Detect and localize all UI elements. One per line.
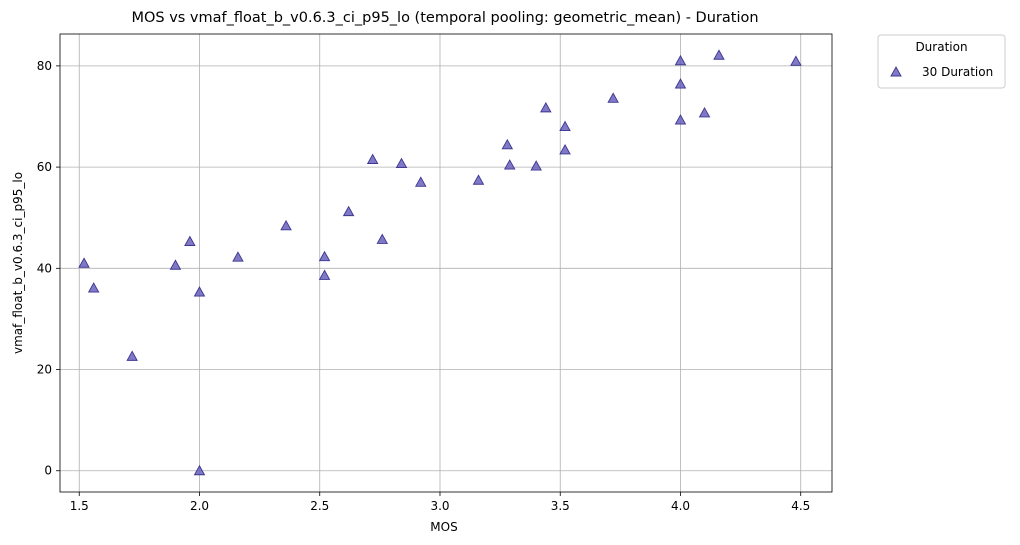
data-point [366,153,379,164]
data-point [559,143,571,155]
legend-title: Duration [915,40,967,54]
data-point [78,257,90,268]
y-tick-label: 20 [37,363,52,377]
data-point [674,114,687,125]
points-layer [78,49,802,476]
data-point [790,55,802,66]
y-tick-label: 40 [37,261,52,275]
y-tick-label: 80 [37,59,52,73]
chart-title: MOS vs vmaf_float_b_v0.6.3_ci_p95_lo (te… [131,10,758,26]
y-tick-label: 60 [37,160,52,174]
x-axis-label: MOS [430,520,457,534]
legend-marker-triangle [890,66,902,77]
data-point [674,78,687,89]
data-point [318,250,331,262]
data-point [232,251,244,262]
data-point [559,120,571,132]
legend-item-label: 30 Duration [922,65,993,79]
data-point [414,176,427,187]
x-tick-label: 4.5 [791,499,810,513]
legend: Duration 30 Duration [877,34,1006,89]
data-point [280,219,292,231]
y-axis-label: vmaf_float_b_v0.6.3_ci_p95_lo [11,172,25,354]
x-tick-label: 1.5 [70,499,89,513]
data-point [674,54,687,66]
data-point [318,269,331,280]
x-tick-label: 3.5 [551,499,570,513]
data-point [87,282,100,293]
data-point [698,107,711,118]
legend-frame [877,34,1006,89]
data-point [193,464,206,476]
data-point [530,160,542,171]
x-tick-label: 4.0 [671,499,690,513]
data-point [607,92,619,103]
data-point [376,233,389,244]
data-point [184,235,196,246]
data-point [501,138,514,150]
plot-frame [59,33,833,493]
x-tick-label: 3.0 [430,499,449,513]
data-point [169,259,182,270]
data-point [395,157,408,169]
data-point [472,174,485,185]
data-point [713,49,725,60]
ticks-layer: 1.5 2.0 2.5 3.0 3.5 4.0 4.5 0 20 40 60 80 [37,59,811,513]
data-point [193,286,206,297]
data-point [126,350,138,361]
x-tick-label: 2.5 [310,499,329,513]
data-point [342,205,355,217]
data-point [503,159,516,170]
grid-layer [60,34,832,492]
y-tick-label: 0 [44,464,52,478]
data-point [540,101,552,113]
x-tick-label: 2.0 [190,499,209,513]
